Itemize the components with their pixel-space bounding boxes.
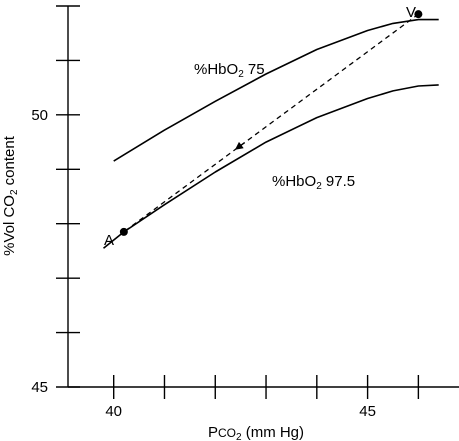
tick-labels: 45 50 40 45 <box>31 107 376 420</box>
point-v <box>414 10 423 19</box>
y-axis-ticks <box>56 5 80 388</box>
series-label-hbo2-75-sub: 2 <box>238 69 244 80</box>
x-axis-label-main: P <box>208 424 218 441</box>
series-label-hbo2-97-5-sub: 2 <box>316 181 322 192</box>
series-label-hbo2-75: %HbO2 75 <box>194 61 265 80</box>
series-group <box>103 18 439 249</box>
y-axis-label-post: content <box>1 135 18 189</box>
x-axis-label-rest: (mm Hg) <box>242 424 305 441</box>
y-axis-label: %Vol CO2 content <box>1 135 20 256</box>
series-label-hbo2-97-5-pre: %HbO <box>272 173 316 190</box>
point-label-v: V <box>406 4 416 21</box>
x-axis-label-sub: 2 <box>236 432 242 441</box>
series-label-hbo2-75-post: 75 <box>244 61 265 78</box>
x-axis-label: PCO2 (mm Hg) <box>208 424 304 441</box>
x-tick-label-40: 40 <box>105 403 122 420</box>
y-axis-label-pre: %Vol CO <box>1 195 18 256</box>
x-axis-label-small: CO <box>218 426 236 440</box>
point-label-a: A <box>104 232 114 249</box>
y-axis-label-sub: 2 <box>9 189 20 195</box>
series-label-hbo2-75-pre: %HbO <box>194 61 238 78</box>
series-label-hbo2-97-5-post: 97.5 <box>322 173 355 190</box>
series-label-hbo2-97-5: %HbO2 97.5 <box>272 173 355 192</box>
y-tick-label-45: 45 <box>31 379 48 396</box>
x-tick-label-45: 45 <box>359 403 376 420</box>
points-group <box>119 10 423 236</box>
x-axis-ticks <box>113 375 420 399</box>
arrow-head-line <box>234 141 245 150</box>
dashed-line-v-to-a <box>123 13 419 233</box>
point-a <box>119 227 128 236</box>
series-line-1 <box>103 84 439 249</box>
y-tick-label-50: 50 <box>31 107 48 124</box>
series-line-0 <box>113 18 439 162</box>
